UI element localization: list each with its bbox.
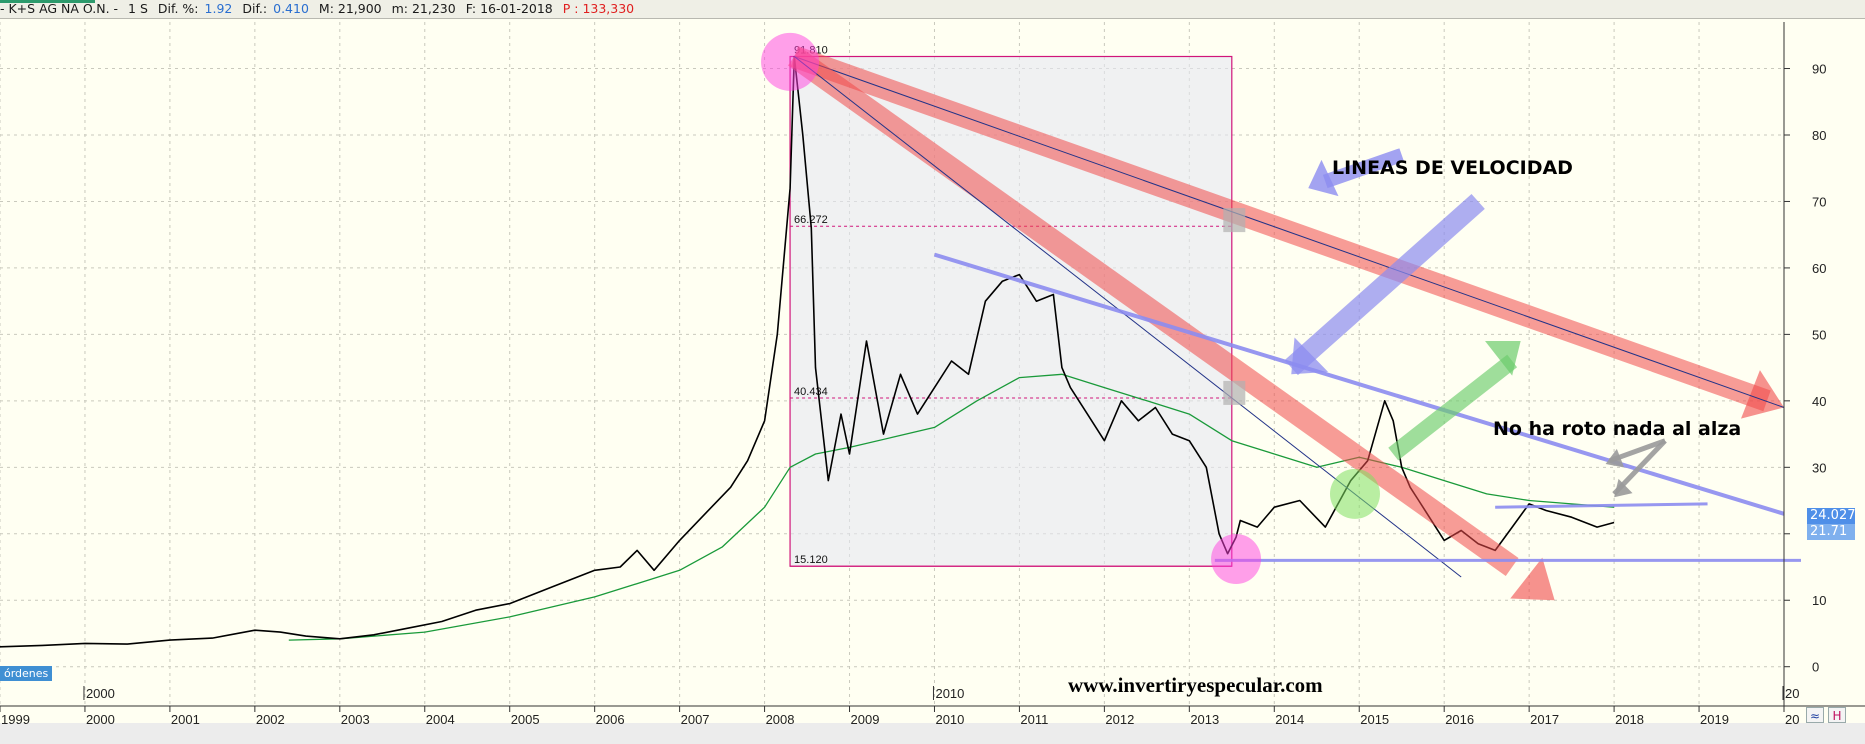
moving-average-line <box>288 373 1615 641</box>
website-watermark: www.invertiryespecular.com <box>1068 673 1323 697</box>
x-tick-label: 2013 <box>1190 712 1219 727</box>
x-tick-label: 2015 <box>1360 712 1389 727</box>
x-tick-label: 2006 <box>596 712 625 727</box>
max-label: M: 21,900 <box>318 1 382 16</box>
x-tick-label: 2004 <box>426 712 455 727</box>
decade-tick-label: 2010 <box>935 686 964 701</box>
x-tick-label: 2011 <box>1020 712 1048 727</box>
y-tick-label: 40 <box>1812 394 1826 409</box>
y-tick-label: 0 <box>1812 660 1819 675</box>
y-tick-label: 70 <box>1812 194 1826 209</box>
breakout-circle <box>1329 468 1380 519</box>
x-tick-label: 2009 <box>851 712 880 727</box>
low-point-circle <box>1211 534 1262 585</box>
min-label: m: 21,230 <box>391 1 456 16</box>
period-label: 1 S <box>128 1 148 16</box>
y-tick-label: 80 <box>1812 128 1826 143</box>
dif-value: 0.410 <box>273 1 309 16</box>
current-price-label: 24.027 <box>1807 508 1856 524</box>
speed-line-lower-arrowhead <box>1510 557 1555 601</box>
x-tick-label: 2003 <box>341 712 370 727</box>
x-tick-label: 2016 <box>1445 712 1474 727</box>
y-tick-label: 50 <box>1812 327 1826 342</box>
orders-tag[interactable]: órdenes <box>0 666 53 681</box>
dif-pct-value: 1.92 <box>204 1 233 16</box>
green-arrow <box>1388 354 1518 461</box>
x-tick-label: 2018 <box>1615 712 1644 727</box>
x-tick-label: 2019 <box>1700 712 1729 727</box>
blue-arrow-short-head <box>1308 159 1339 197</box>
x-tick-label: 2008 <box>766 712 795 727</box>
grey-arrow-lower-head <box>1614 478 1633 498</box>
x-tick-label: 1999 <box>1 712 30 727</box>
x-tick-label: 2000 <box>86 712 115 727</box>
blue-arrow-short <box>1322 148 1405 189</box>
x-tick-label: 2012 <box>1105 712 1134 727</box>
x-tick-label: 2014 <box>1275 712 1304 727</box>
zoom-button[interactable]: ≈ <box>1806 707 1824 723</box>
x-tick-label: 2010 <box>935 712 964 727</box>
ruler-button[interactable]: H <box>1828 707 1846 723</box>
no-breakout-annotation: No ha roto nada al alza <box>1493 418 1742 440</box>
ticker-name: - K+S AG NA O.N. - <box>0 1 119 16</box>
x-tick-label: 2007 <box>681 712 710 727</box>
moving-average-price-label: 21.71 <box>1807 524 1855 540</box>
chart-axes: 0 10 20 30 40 50 60 70 80 90 1999 2000 2001 2002 2003 2… <box>0 22 1865 744</box>
intersection-marker <box>1223 208 1246 233</box>
speed-line-upper-arrowhead <box>1741 370 1784 419</box>
chart-header-bar: - K+S AG NA O.N. - 1 S Dif. %: 1.92 Dif.:… <box>0 0 1865 19</box>
title-accent-bar <box>0 0 95 3</box>
speed-lines-annotation: LINEAS DE VELOCIDAD <box>1332 157 1573 179</box>
y-tick-label: 60 <box>1812 261 1826 276</box>
x-tick-label: 2001 <box>171 712 200 727</box>
decade-tick-label: 20 <box>1785 686 1799 701</box>
date-label: F: 16-01-2018 <box>465 1 553 16</box>
decade-tick-label: 2000 <box>86 686 115 701</box>
x-tick-label: 2005 <box>511 712 540 727</box>
drawing-overlays <box>761 32 1801 601</box>
dif-pct-label: Dif. %: <box>157 1 199 16</box>
green-arrow-head <box>1485 340 1521 376</box>
intersection-marker <box>1223 380 1246 405</box>
y-tick-label: 10 <box>1812 593 1826 608</box>
blue-arrow-long <box>1284 193 1485 376</box>
blue-arrow-long-head <box>1291 337 1329 375</box>
fib-level-label: 40.434 <box>794 386 828 398</box>
fib-level-label: 15.120 <box>794 554 828 566</box>
high-point-circle <box>761 32 820 91</box>
x-tick-label: 20 <box>1785 712 1799 727</box>
speed-line-lower <box>787 47 1519 576</box>
y-tick-label: 90 <box>1812 62 1826 77</box>
downtrend-line-blue <box>933 252 1785 516</box>
y-tick-label: 30 <box>1812 460 1826 475</box>
dif-label: Dif.: <box>242 1 268 16</box>
x-tick-label: 2017 <box>1530 712 1559 727</box>
grey-arrow-upper-head <box>1605 448 1625 468</box>
scrollbar-track <box>0 723 1865 744</box>
moving-average-series <box>288 373 1615 641</box>
speed-line-upper-thin <box>794 56 1785 408</box>
x-tick-label: 2002 <box>256 712 285 727</box>
resistance-line-blue <box>1495 502 1708 509</box>
p-label: P : 133,330 <box>562 1 635 16</box>
